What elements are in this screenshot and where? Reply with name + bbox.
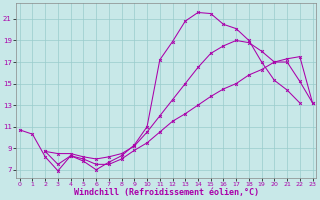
X-axis label: Windchill (Refroidissement éolien,°C): Windchill (Refroidissement éolien,°C) bbox=[74, 188, 259, 197]
